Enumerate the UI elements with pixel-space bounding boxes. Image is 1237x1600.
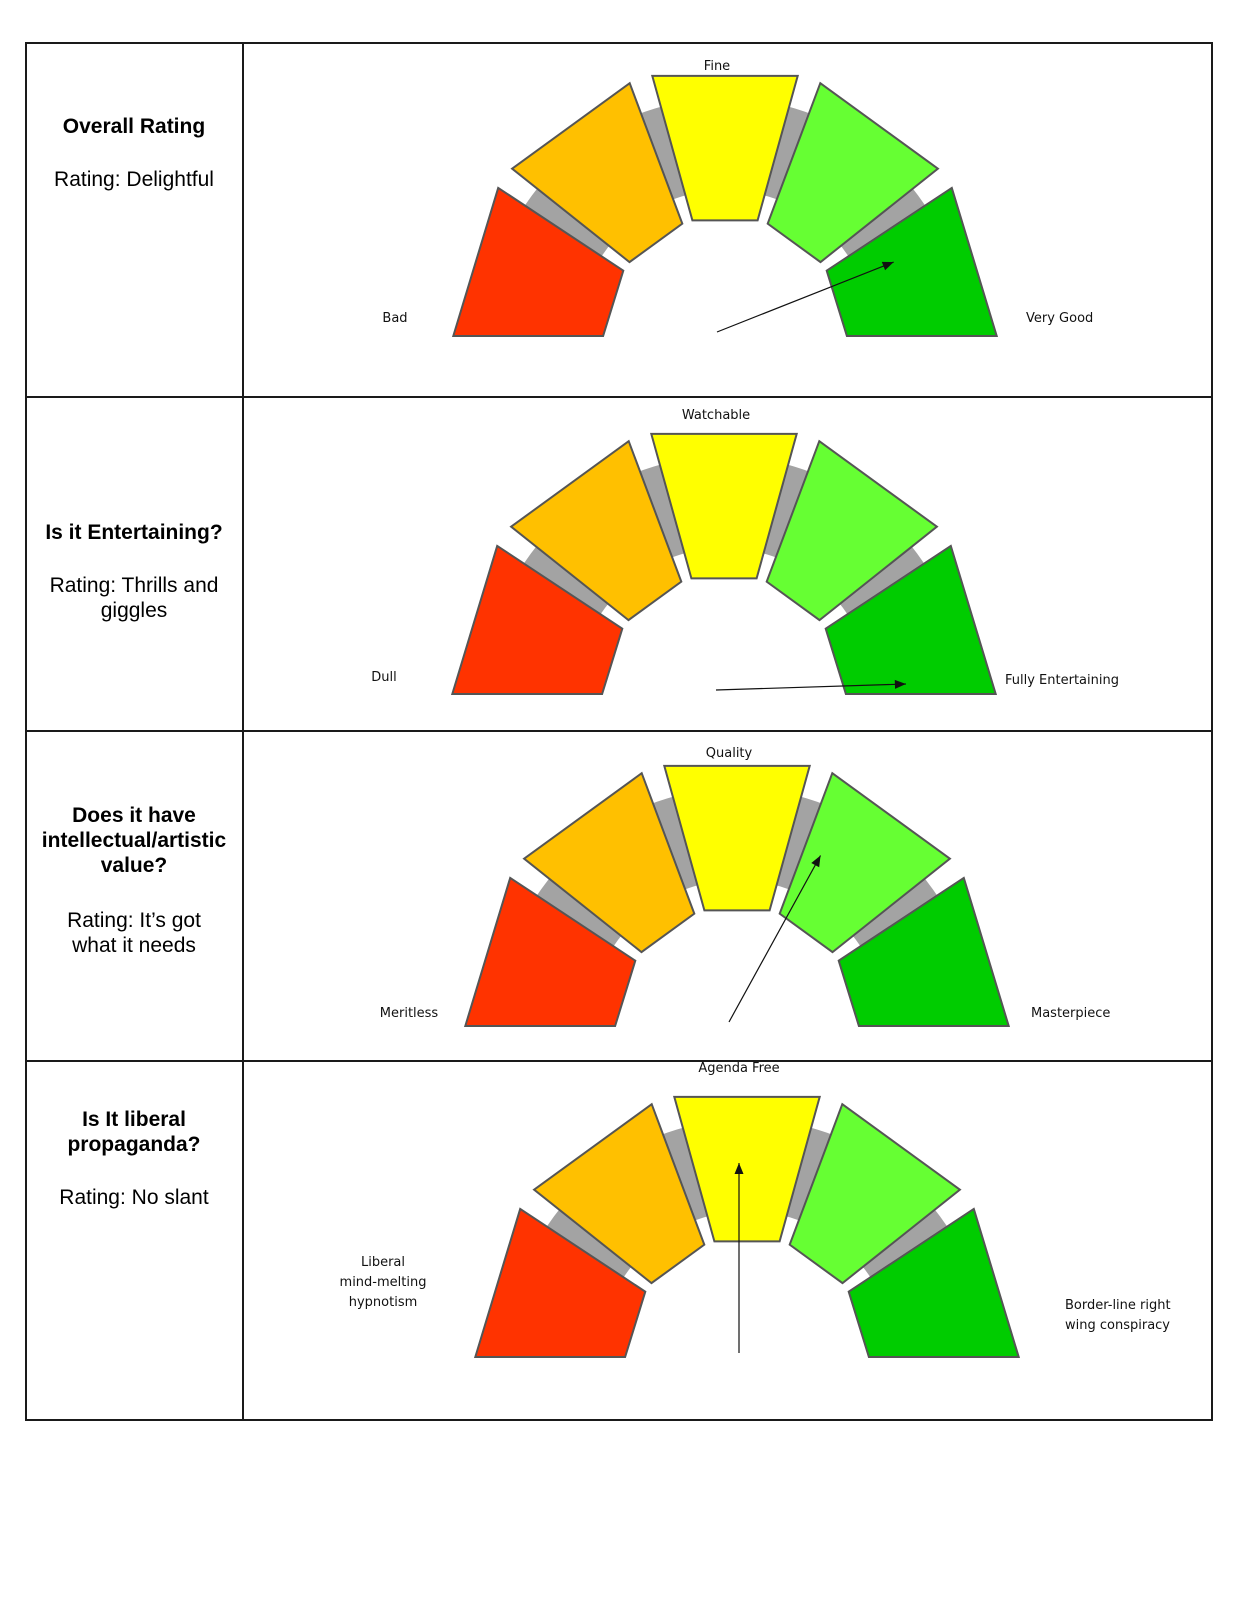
gauge-needle-arrowhead — [881, 261, 894, 271]
gauge-segment-3 — [650, 74, 800, 222]
gauge-segment-4 — [788, 1102, 962, 1285]
gauge-right-label: wing conspiracy — [1065, 1318, 1170, 1333]
gauge-left-label: Meritless — [380, 1006, 439, 1021]
gauge-segment-4 — [778, 771, 952, 954]
rating-text-line: giggles — [101, 599, 168, 622]
gauge-left-label: Bad — [382, 311, 407, 326]
question-title-line: value? — [101, 854, 168, 877]
question-title-line: Does it have — [72, 804, 196, 827]
gauge-segment-2 — [509, 439, 683, 622]
gauge-left-label: mind-melting — [340, 1275, 427, 1290]
gauge-segment-2 — [510, 81, 684, 264]
gauge-segment-2 — [532, 1102, 706, 1285]
rating-gauge: Watchable Dull Fully Entertaining — [371, 408, 1119, 695]
gauge-segment-5 — [824, 544, 998, 695]
rating-rows: Overall Rating Rating: Delightful Fine Bad V… — [42, 59, 1171, 1358]
rating-gauge: Fine Bad Very Good — [382, 59, 1093, 337]
gauge-segment-4 — [766, 81, 940, 264]
gauge-segment-2 — [522, 771, 696, 954]
gauge-right-label: Very Good — [1026, 311, 1093, 326]
gauge-segment-4 — [765, 439, 939, 622]
question-title-line: Is it Entertaining? — [45, 521, 222, 544]
gauge-top-label: Quality — [706, 746, 753, 761]
gauge-top-label: Fine — [704, 59, 730, 74]
question-title-line: Is It liberal — [82, 1108, 186, 1131]
gauge-segment-1 — [450, 544, 624, 695]
rating-gauge: Quality Meritless Masterpiece — [380, 746, 1110, 1027]
gauge-segment-3 — [672, 1095, 822, 1243]
table-grid — [25, 42, 1213, 1421]
rating-row-2: Is it Entertaining? Rating: Thrills andgi… — [45, 408, 1119, 695]
gauge-needle — [728, 855, 822, 1023]
gauge-needle-arrowhead — [734, 1163, 744, 1174]
rating-text-line: Rating: Thrills and — [50, 574, 219, 597]
gauge-segment-3 — [649, 432, 799, 580]
gauge-needle — [715, 683, 906, 691]
gauge-needle-arrowhead — [811, 855, 821, 868]
gauge-right-label: Fully Entertaining — [1005, 673, 1119, 688]
rating-row-1: Overall Rating Rating: Delightful Fine Bad V… — [54, 59, 1093, 337]
gauge-needle-arrowhead — [894, 679, 906, 689]
rating-text-line: Rating: Delightful — [54, 168, 214, 191]
gauge-right-label: Border-line right — [1065, 1298, 1171, 1313]
gauge-right-label: Masterpiece — [1031, 1006, 1110, 1021]
gauge-needle — [716, 261, 894, 333]
gauge-segment-1 — [451, 186, 625, 337]
gauge-top-label: Watchable — [682, 408, 750, 423]
gauge-left-label: hypnotism — [349, 1295, 418, 1310]
question-title-line: Overall Rating — [63, 115, 205, 138]
gauge-top-label: Agenda Free — [698, 1061, 779, 1076]
rating-text-line: what it needs — [71, 934, 196, 957]
question-title-line: propaganda? — [67, 1133, 200, 1156]
rating-gauge: Agenda Free Liberal mind-melting hypnotism B… — [340, 1061, 1171, 1358]
gauge-segment-5 — [847, 1207, 1021, 1358]
gauge-left-label: Dull — [371, 670, 396, 685]
gauge-left-label: Liberal — [361, 1255, 405, 1270]
gauge-segment-3 — [662, 764, 812, 912]
rating-text-line: Rating: No slant — [59, 1186, 209, 1209]
gauge-segment-5 — [837, 876, 1011, 1027]
rating-text-line: Rating: It’s got — [67, 909, 201, 932]
gauge-segment-1 — [463, 876, 637, 1027]
question-title-line: intellectual/artistic — [42, 829, 227, 852]
gauge-segment-1 — [473, 1207, 647, 1358]
gauge-segment-5 — [825, 186, 999, 337]
